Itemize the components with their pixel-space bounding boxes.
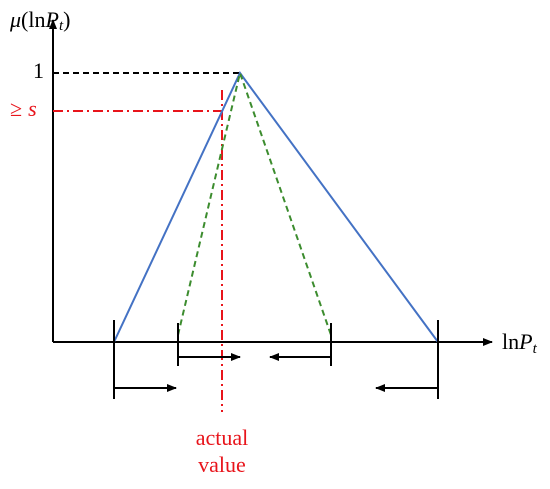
ln: ln (502, 329, 519, 354)
p: P (518, 329, 532, 354)
annotation: actual (196, 425, 249, 450)
s: s (28, 96, 37, 121)
geq: ≥ (10, 96, 22, 121)
mu: μ (9, 7, 21, 32)
close: ) (63, 7, 70, 32)
annotation: value (198, 452, 246, 477)
bounds (113, 320, 439, 399)
p: P (45, 7, 59, 32)
y-axis-label: μ(lnPt) (9, 7, 70, 34)
sub: t (59, 18, 64, 34)
wide-membership (113, 71, 439, 343)
narrow-membership (177, 69, 332, 336)
x-axis-label: lnPt (502, 329, 538, 357)
s-label: ≥ s (10, 96, 37, 121)
ln: (ln (21, 7, 45, 32)
sub: t (533, 341, 538, 357)
one-label: 1 (33, 58, 44, 83)
